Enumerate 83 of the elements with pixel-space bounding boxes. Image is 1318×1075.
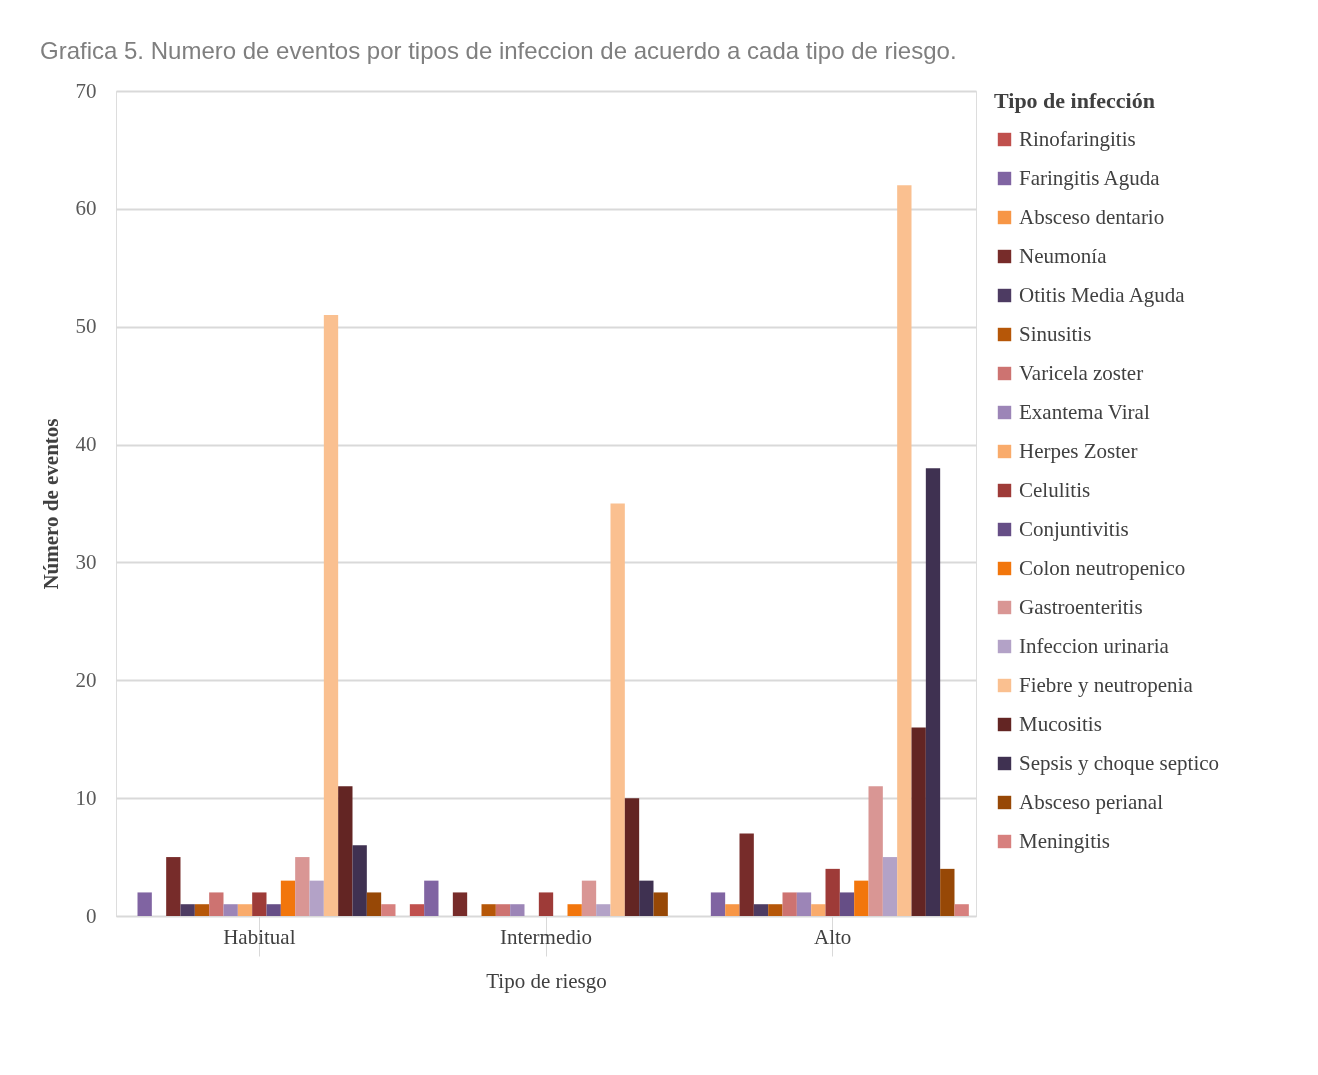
bar [954, 904, 969, 916]
bar [481, 904, 496, 916]
bar [352, 845, 367, 916]
y-tick-label: 70 [75, 78, 97, 103]
bar [596, 904, 611, 916]
legend-label: Infeccion urinaria [1019, 633, 1170, 658]
bar [854, 880, 869, 916]
y-tick-label: 50 [75, 314, 97, 339]
bar [137, 892, 152, 916]
legend-label: Faringitis Aguda [1019, 165, 1161, 190]
x-tick-label: Intermedio [499, 924, 593, 949]
legend-label: Otitis Media Aguda [1019, 282, 1186, 307]
bar [940, 868, 955, 916]
legend-label: Colon neutropenico [1019, 555, 1186, 580]
bar [839, 892, 855, 916]
y-tick-label: 10 [75, 785, 97, 810]
bar [639, 880, 654, 916]
bar [424, 880, 439, 916]
x-axis-title: Tipo de riesgo [486, 969, 607, 993]
bar [897, 185, 912, 916]
bar [166, 857, 181, 916]
bar [295, 857, 310, 916]
bar [266, 904, 281, 916]
x-tick-label: Alto [813, 924, 852, 949]
legend-label: Neumonía [1019, 243, 1108, 268]
legend-title: Tipo de infección [994, 88, 1155, 113]
bar [882, 857, 898, 916]
legend-label: Exantema Viral [1019, 399, 1150, 424]
bar [925, 468, 941, 916]
bar [510, 904, 525, 916]
y-tick-label: 60 [75, 196, 97, 221]
y-tick-label: 20 [75, 667, 97, 692]
bar [280, 880, 296, 916]
bar [338, 786, 353, 916]
bar [796, 892, 812, 916]
bar [725, 904, 740, 916]
bar [653, 892, 668, 916]
chart-title: Grafica 5. Numero de eventos por tipos de infeccion de acuerdo a cada tipo de riesgo. [40, 37, 957, 64]
bar [495, 904, 511, 916]
x-tick-label: Habitual [223, 924, 296, 949]
bar [252, 892, 267, 916]
y-tick-label: 0 [86, 903, 97, 928]
bar [366, 892, 382, 916]
bar [323, 314, 339, 916]
bar [581, 880, 597, 916]
bar [209, 892, 224, 916]
bar [237, 904, 253, 916]
legend-label: Meningitis [1019, 828, 1111, 853]
y-tick-label: 30 [75, 549, 97, 574]
bar [610, 503, 625, 916]
bar [624, 798, 640, 916]
y-axis-title: Número de eventos [38, 418, 63, 590]
legend-label: Mucositis [1019, 711, 1102, 736]
legend-label: Gastroenteritis [1019, 594, 1143, 619]
legend-label: Fiebre y neutropenia [1019, 672, 1194, 697]
bar [452, 892, 468, 916]
bar [180, 904, 195, 916]
legend-label: Sepsis y choque septico [1019, 750, 1220, 775]
legend-label: Absceso perianal [1019, 789, 1164, 814]
bar [309, 880, 324, 916]
legend-label: Herpes Zoster [1019, 438, 1138, 463]
legend-label: Sinusitis [1019, 321, 1092, 346]
bar [194, 904, 210, 916]
bar [223, 904, 238, 916]
legend-label: Conjuntivitis [1019, 516, 1129, 541]
legend-label: Absceso dentario [1019, 204, 1165, 229]
bar [710, 892, 726, 916]
bar [753, 904, 769, 916]
bar [381, 904, 396, 916]
bar [768, 904, 783, 916]
bar [538, 892, 554, 916]
legend-label: Celulitis [1019, 477, 1091, 502]
bar [739, 833, 754, 916]
y-tick-label: 40 [75, 432, 97, 457]
bar [567, 904, 582, 916]
legend-label: Varicela zoster [1019, 360, 1144, 385]
bar [782, 892, 797, 916]
bar [911, 727, 926, 916]
bar [811, 904, 826, 916]
legend-label: Rinofaringitis [1019, 126, 1136, 151]
bar [409, 904, 425, 916]
bar [825, 868, 840, 916]
bar [868, 786, 883, 916]
